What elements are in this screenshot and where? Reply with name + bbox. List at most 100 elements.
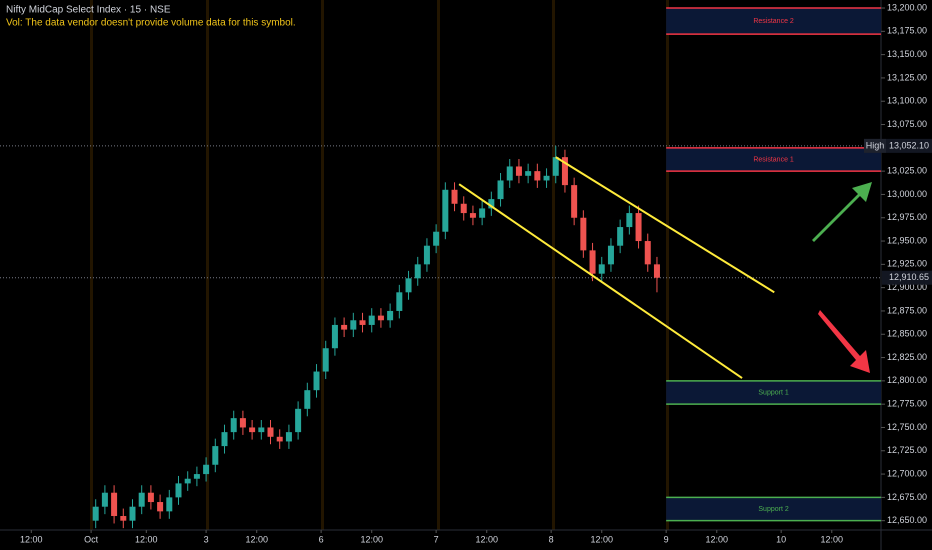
candle-body (368, 315, 375, 325)
last-price-tag (882, 270, 932, 285)
y-tick-label: 13,200.00 (887, 2, 927, 12)
x-tick-label: 12:00 (590, 534, 613, 544)
y-tick-label: 12,675.00 (887, 492, 927, 502)
zone (666, 147, 881, 172)
candle-body (460, 203, 467, 214)
x-tick-label: 12:00 (705, 534, 728, 544)
candle-body (469, 213, 476, 218)
y-tick-label: 12,700.00 (887, 468, 927, 478)
zone-label: Support 1 (758, 389, 788, 396)
x-tick-label: 3 (204, 534, 209, 544)
candle-body (322, 348, 329, 372)
candle-body (552, 157, 559, 176)
candle-body (598, 264, 605, 274)
candle-body (479, 208, 486, 218)
candle-body (644, 241, 651, 265)
candle-body (571, 185, 578, 218)
candle-body (580, 217, 587, 251)
candle-body (258, 427, 265, 433)
candle-body (239, 418, 246, 428)
candle-body (147, 492, 154, 503)
candle-body (295, 408, 302, 433)
candle-body (515, 166, 522, 176)
session-lines (90, 0, 669, 530)
candle-body (525, 171, 532, 176)
session-line (552, 0, 555, 530)
candle-body (111, 492, 118, 517)
y-tick-label: 12,925.00 (887, 259, 927, 269)
y-tick-label: 13,125.00 (887, 72, 927, 82)
candle-body (396, 292, 403, 311)
candle-body (304, 390, 311, 409)
session-line (666, 0, 669, 530)
x-tick-label: Oct (84, 534, 99, 544)
channel-line (458, 183, 743, 379)
y-tick-label: 13,025.00 (887, 166, 927, 176)
candle-body (359, 320, 366, 325)
candle-body (561, 157, 568, 186)
candle-body (626, 213, 633, 228)
candle-body (221, 432, 228, 447)
candle-body (377, 315, 384, 321)
y-tick-label: 12,775.00 (887, 399, 927, 409)
candle-body (157, 502, 164, 512)
candle-body (607, 245, 614, 265)
candle-body (230, 418, 237, 433)
high-tag-label: High (866, 140, 885, 150)
candle-body (423, 245, 430, 265)
candle-body (405, 278, 412, 293)
session-line (90, 0, 93, 530)
y-tick-label: 13,000.00 (887, 189, 927, 199)
candle-body (129, 506, 136, 521)
candle-body (488, 199, 495, 209)
candle-body (451, 189, 458, 204)
x-tick-label: 12:00 (475, 534, 498, 544)
x-tick-label: 6 (319, 534, 324, 544)
y-tick-label: 12,900.00 (887, 282, 927, 292)
x-tick-label: 10 (776, 534, 786, 544)
candle-body (350, 320, 357, 330)
last-price-label: 12,910.65 (889, 272, 929, 282)
y-tick-label: 12,800.00 (887, 375, 927, 385)
candle-body (92, 506, 99, 521)
zone-label: Resistance 1 (753, 156, 794, 163)
x-tick-label: 12:00 (135, 534, 158, 544)
y-tick-label: 12,975.00 (887, 212, 927, 222)
y-tick-label: 12,725.00 (887, 445, 927, 455)
chart-title: Nifty MidCap Select Index · 15 · NSE (6, 5, 171, 16)
candle-body (203, 464, 210, 475)
candle-body (101, 492, 108, 507)
candle-body (433, 231, 440, 246)
y-tick-label: 12,875.00 (887, 305, 927, 315)
chart-subtitle: Vol: The data vendor doesn't provide vol… (6, 18, 296, 29)
x-tick-label: 12:00 (360, 534, 383, 544)
candle-body (120, 516, 127, 521)
candle-body (442, 189, 449, 232)
candle-body (506, 166, 513, 181)
candle-body (497, 180, 504, 200)
zone-label: Support 2 (758, 506, 788, 513)
candle-body (387, 310, 394, 321)
y-tick-label: 12,850.00 (887, 329, 927, 339)
y-tick-label: 12,650.00 (887, 515, 927, 525)
y-tick-label: 13,150.00 (887, 49, 927, 59)
x-tick-label: 12:00 (20, 534, 43, 544)
x-tick-label: 9 (664, 534, 669, 544)
x-tick-label: 12:00 (245, 534, 268, 544)
down-arrow (818, 310, 870, 373)
candle-body (193, 474, 200, 479)
session-line (206, 0, 209, 530)
candle-body (212, 446, 219, 465)
candle-body (249, 427, 256, 433)
candle-body (414, 264, 421, 279)
y-tick-label: 12,825.00 (887, 352, 927, 362)
x-tick-label: 8 (549, 534, 554, 544)
y-tick-label: 12,750.00 (887, 422, 927, 432)
candle-body (166, 497, 173, 512)
candle-body (175, 483, 182, 498)
candle-body (543, 175, 550, 181)
session-line (437, 0, 440, 530)
